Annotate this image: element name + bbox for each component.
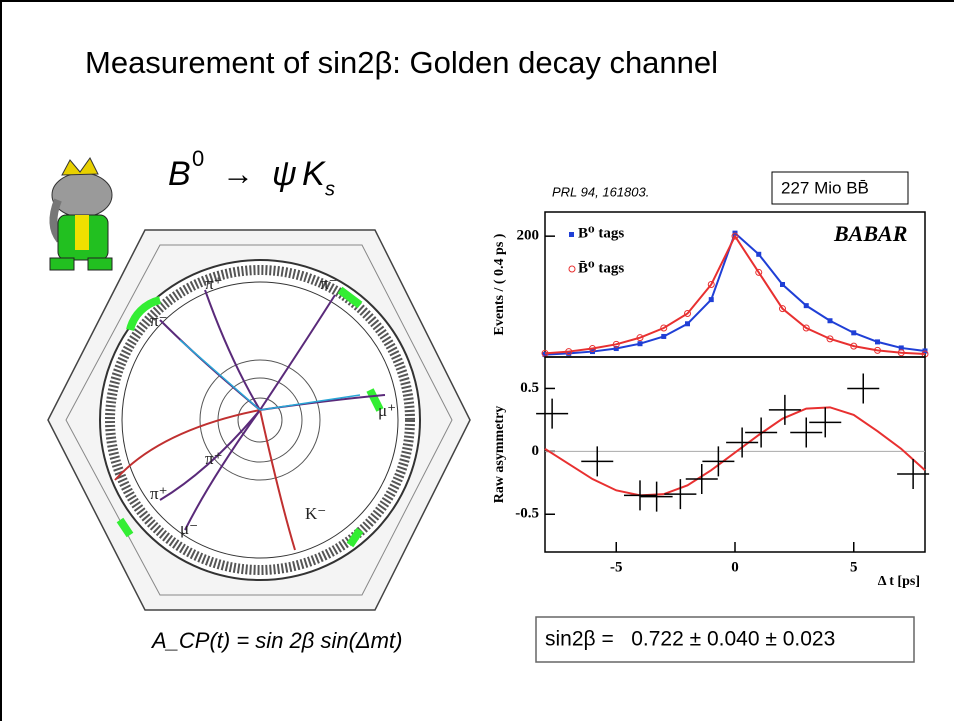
data-point	[780, 282, 785, 287]
x-tick-label: 0	[731, 559, 739, 575]
x-axis-label: Δ t [ps]	[878, 574, 920, 589]
data-point	[685, 321, 690, 326]
data-point	[851, 330, 856, 335]
data-point	[638, 341, 643, 346]
slide-title: Measurement of sin2β: Golden decay chann…	[85, 45, 718, 80]
y-axis-label: Events / ( 0.4 ps )	[492, 233, 507, 335]
sample-size: 227 Mio BB̄	[781, 178, 869, 197]
data-point	[709, 297, 714, 302]
y-tick-label: 200	[517, 228, 540, 244]
data-point	[756, 252, 761, 257]
track-label: π⁺	[150, 484, 168, 503]
y-tick-label: 0	[532, 443, 540, 459]
reference: PRL 94, 161803.	[552, 184, 649, 199]
decay-arrow: →	[222, 155, 254, 191]
decay-sup: 0	[192, 146, 204, 171]
x-tick-label: -5	[610, 559, 623, 575]
y-tick-label: 0.5	[520, 380, 539, 396]
decay-k: K	[302, 155, 326, 193]
track-label: K⁻	[305, 504, 326, 523]
decay-psi: ψ	[272, 155, 297, 193]
data-point	[804, 303, 809, 308]
page: Measurement of sin2β: Golden decay chann…	[0, 0, 954, 721]
asymmetry-formula: A_CP(t) = sin 2β sin(Δmt)	[150, 628, 402, 653]
y-tick-label: -0.5	[515, 506, 539, 522]
result: sin2β = 0.722 ± 0.040 ± 0.023	[545, 628, 835, 651]
legend-marker	[569, 232, 574, 237]
data-point	[828, 318, 833, 323]
decay-b: B	[168, 155, 191, 193]
track-label: π⁺	[205, 274, 223, 293]
track-label: π⁻	[150, 311, 168, 330]
slide: Measurement of sin2β: Golden decay chann…	[0, 0, 954, 721]
brand: BABAR	[833, 221, 907, 246]
track-label: μ⁻	[180, 519, 198, 538]
decay-sub: s	[325, 178, 335, 200]
data-point	[661, 334, 666, 339]
y-axis-label: Raw asymmetry	[492, 406, 507, 504]
track-label: μ⁺	[378, 401, 396, 420]
data-point	[875, 339, 880, 344]
track-label: π⁺	[205, 449, 223, 468]
x-tick-label: 5	[850, 559, 858, 575]
track-label: π⁻	[320, 274, 338, 293]
legend-label: B⁰ tags	[578, 225, 624, 241]
legend-label: B̄⁰ tags	[578, 260, 624, 276]
